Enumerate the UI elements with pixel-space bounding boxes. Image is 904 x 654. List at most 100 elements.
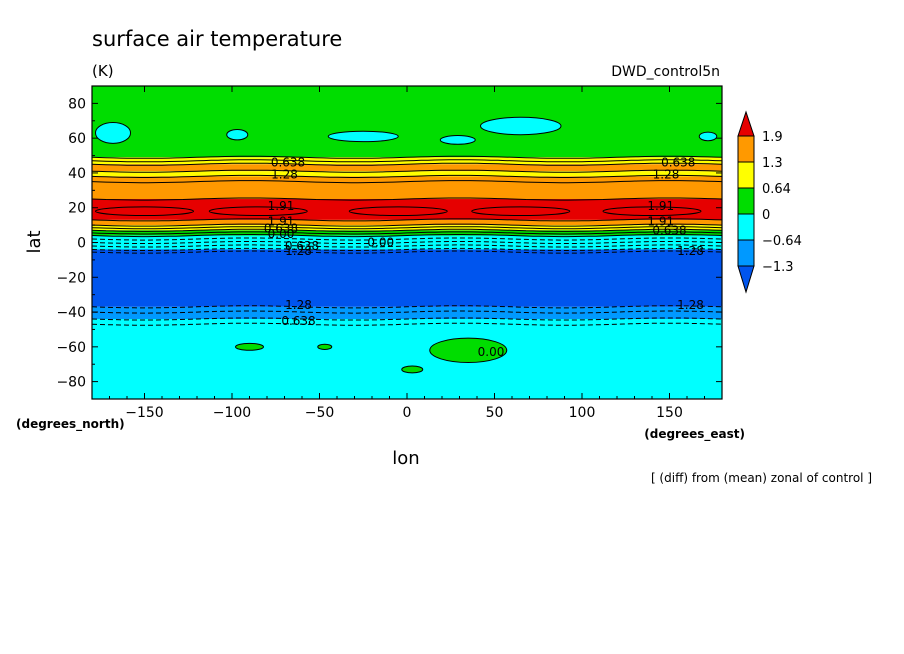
x-tick-label-0: −150 <box>125 405 163 421</box>
y-tick-label-2: −40 <box>56 305 86 321</box>
y-tick-label-4: 0 <box>77 236 86 252</box>
dataset-label: DWD_control5n <box>611 64 720 80</box>
colorbar-segment-5 <box>737 239 755 267</box>
x-tick-label-6: 150 <box>656 405 683 421</box>
contour-label-18: 0.00 <box>478 345 505 359</box>
green-patch-3 <box>401 365 424 374</box>
y-tick-label-6: 40 <box>68 166 86 182</box>
contour-line-18 <box>92 305 722 309</box>
contour-line-0 <box>92 155 722 159</box>
contour-band-11 <box>92 306 722 320</box>
contour-label-9: 0.638 <box>652 223 686 237</box>
colorbar-label-3: 0 <box>762 208 770 223</box>
contour-line-7 <box>92 218 722 222</box>
colorbar-segment-1 <box>737 135 755 163</box>
chart-title: surface air temperature <box>92 27 342 51</box>
y-tick-label-5: 20 <box>68 201 86 217</box>
colorbar-segment-4 <box>737 213 755 241</box>
green-patch-1 <box>317 343 333 350</box>
green-patch-2 <box>429 337 508 363</box>
colorbar-label-4: −0.64 <box>762 234 802 249</box>
colorbar-segment-3 <box>737 187 755 215</box>
contour-band-5 <box>92 199 722 220</box>
contour-line-10 <box>92 228 722 232</box>
contour-line-11 <box>92 231 722 235</box>
x-unit-label: (degrees_east) <box>644 427 745 442</box>
contour-high-1 <box>208 206 308 217</box>
units-label: (K) <box>92 62 114 80</box>
contour-band-6 <box>92 219 722 226</box>
contour-line-9 <box>92 226 722 230</box>
y-tick-label-7: 60 <box>68 131 86 147</box>
contour-line-14 <box>92 241 722 244</box>
colorbar-top-arrow <box>737 110 755 137</box>
contour-band-2 <box>92 164 722 172</box>
y-axis: −80 −60 −40 −20 0 20 40 60 80 <box>56 85 722 400</box>
cyan-patch-0 <box>95 122 131 144</box>
contour-band-10 <box>92 249 722 307</box>
contour-line-17 <box>92 250 722 254</box>
contour-label-4: 1.91 <box>268 199 295 213</box>
contour-line-3 <box>92 169 722 173</box>
contour-line-19 <box>92 310 722 314</box>
cyan-patch-4 <box>480 116 562 136</box>
contour-label-3: 1.28 <box>653 168 680 182</box>
x-axis-label: lon <box>392 448 419 469</box>
cyan-patch-1 <box>226 128 249 141</box>
x-tick-label-4: 50 <box>486 405 504 421</box>
cyan-patch-5 <box>698 131 718 142</box>
colorbar-label-1: 1.3 <box>762 156 783 171</box>
y-tick-label-8: 80 <box>68 96 86 112</box>
x-tick-label-3: 0 <box>403 405 412 421</box>
y-tick-label-0: −80 <box>56 375 86 391</box>
contour-line-5 <box>92 180 722 184</box>
contour-line-20 <box>92 317 722 321</box>
colorbar-label-0: 1.9 <box>762 130 783 145</box>
contour-label-17: 0.638 <box>281 314 315 328</box>
colorbar-label-5: −1.3 <box>762 260 794 275</box>
y-axis-label: lat <box>24 230 45 253</box>
contour-line-4 <box>92 174 722 178</box>
contour-label-6: 1.91 <box>268 215 295 229</box>
contour-line-13 <box>92 237 722 241</box>
contour-label-13: 1.28 <box>285 244 312 258</box>
green-patch-0 <box>235 342 264 351</box>
contour-band-12 <box>92 319 722 399</box>
contour-label-12: 0.00 <box>367 236 394 250</box>
contour-label-5: 1.91 <box>647 199 674 213</box>
contour-band-3 <box>92 171 722 177</box>
contour-line-1 <box>92 159 722 163</box>
contour-label-15: 1.28 <box>285 298 312 312</box>
x-axis: −150 −100 −50 0 50 100 150 <box>109 86 705 421</box>
contour-label-16: 1.28 <box>677 298 704 312</box>
contour-line-12 <box>92 234 722 238</box>
contour-high-0 <box>95 206 194 217</box>
y-tick-label-1: −60 <box>56 340 86 356</box>
x-tick-label-5: 100 <box>569 405 596 421</box>
contour-label-7: 1.91 <box>647 215 674 229</box>
contour-label-11: 0.638 <box>285 239 319 253</box>
contour-high-4 <box>602 206 702 217</box>
contour-line-16 <box>92 247 722 251</box>
y-unit-label: (degrees_north) <box>16 417 125 432</box>
cyan-patch-3 <box>439 135 476 145</box>
contour-label-0: 0.638 <box>271 156 305 170</box>
colorbar: 1.9 1.3 0.64 0 −0.64 −1.3 <box>737 110 802 294</box>
note-label: [ (diff) from (mean) zonal of control ] <box>651 471 872 485</box>
contour-line-6 <box>92 197 722 201</box>
x-tick-label-2: −50 <box>305 405 335 421</box>
contour-band-4 <box>92 176 722 200</box>
cyan-patch-2 <box>327 130 399 143</box>
contour-line-21 <box>92 322 722 326</box>
x-tick-label-1: −100 <box>213 405 251 421</box>
contour-high-3 <box>471 206 571 217</box>
colorbar-label-2: 0.64 <box>762 182 791 197</box>
contour-label-2: 1.28 <box>271 168 298 182</box>
contour-label-14: 1.28 <box>677 244 704 258</box>
contour-line-2 <box>92 162 722 166</box>
contour-line-15 <box>92 244 722 248</box>
colorbar-bottom-arrow <box>737 265 755 294</box>
y-tick-label-3: −20 <box>56 270 86 286</box>
